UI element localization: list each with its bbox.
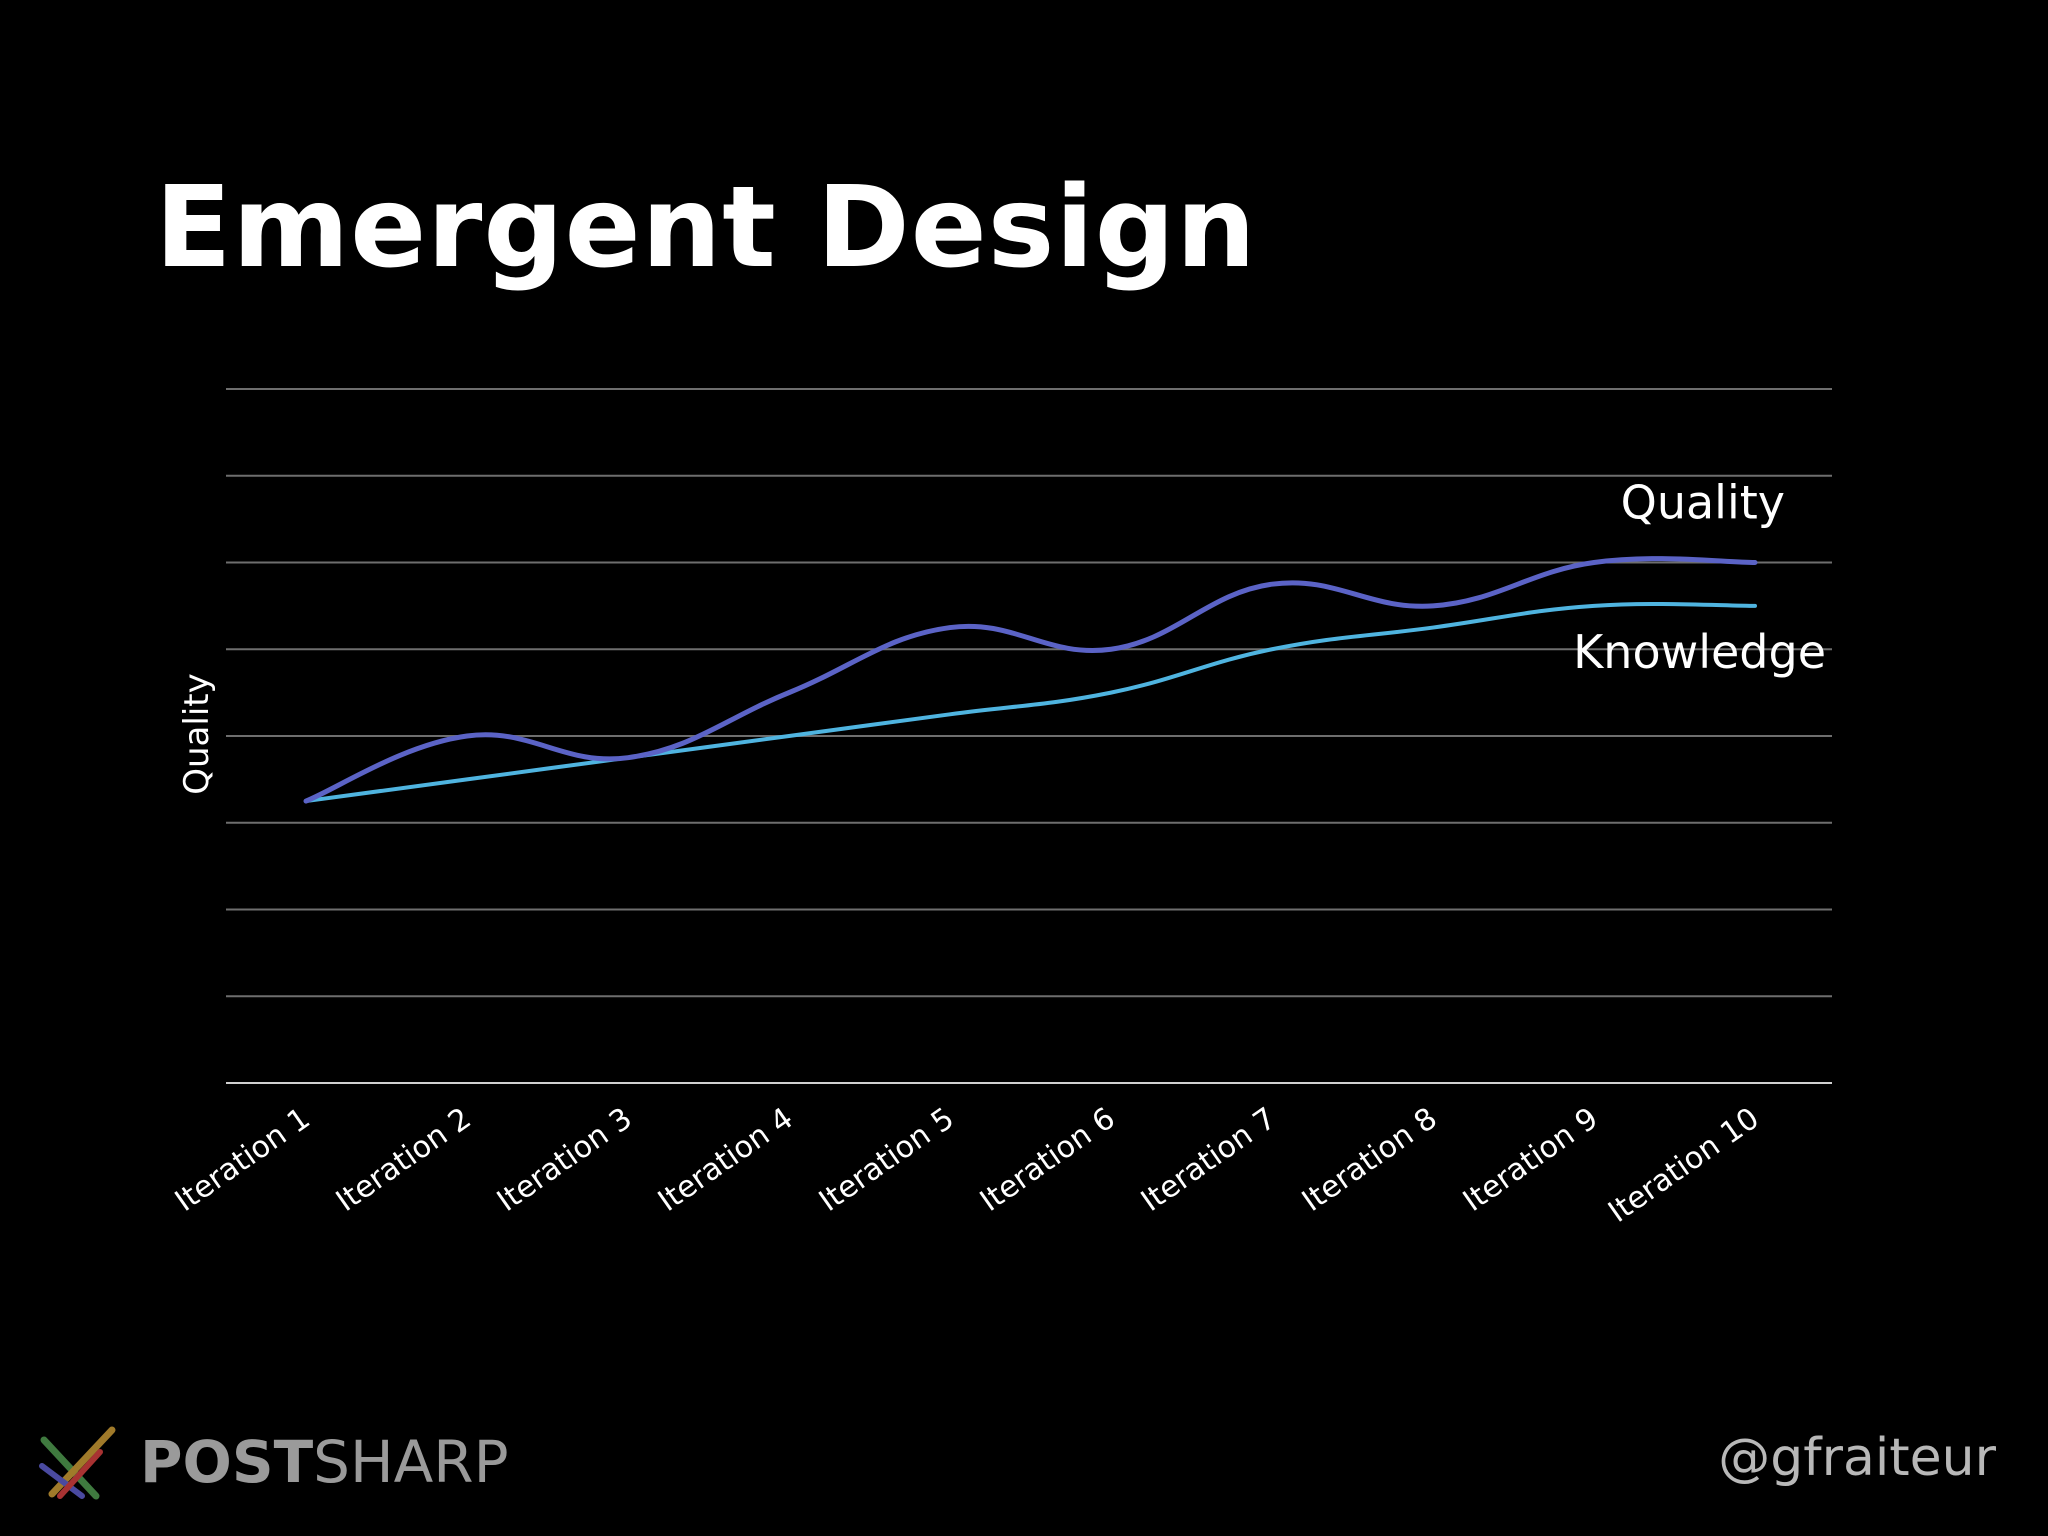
x-tick-label: Iteration 4 [652,1101,800,1219]
x-tick-label: Iteration 3 [491,1101,639,1219]
x-tick-label: Iteration 7 [1135,1101,1283,1219]
postsharp-wordmark: POSTSHARP [140,1433,509,1491]
slide-title: Emergent Design [155,163,1257,293]
y-axis-label: Quality [177,673,217,795]
x-tick-label: Iteration 6 [974,1101,1122,1219]
postsharp-logo: POSTSHARP [38,1422,509,1502]
postsharp-logo-icon [39,1426,116,1500]
logo-light-text: SHARP [313,1428,509,1496]
x-tick-label: Iteration 8 [1296,1101,1444,1219]
x-tick-label: Iteration 2 [330,1101,478,1219]
series-label-knowledge: Knowledge [1573,625,1826,679]
series-label-quality: Quality [1621,476,1785,530]
logo-bold-text: POST [140,1428,314,1496]
x-tick-label: Iteration 5 [813,1101,961,1219]
series-line-quality [303,556,1758,804]
series-line-knowledge [304,601,1757,804]
x-tick-label: Iteration 1 [169,1101,317,1219]
twitter-handle: @gfraiteur [1718,1428,1996,1488]
x-tick-label: Iteration 9 [1457,1101,1605,1219]
x-tick-label: Iteration 10 [1602,1101,1765,1230]
